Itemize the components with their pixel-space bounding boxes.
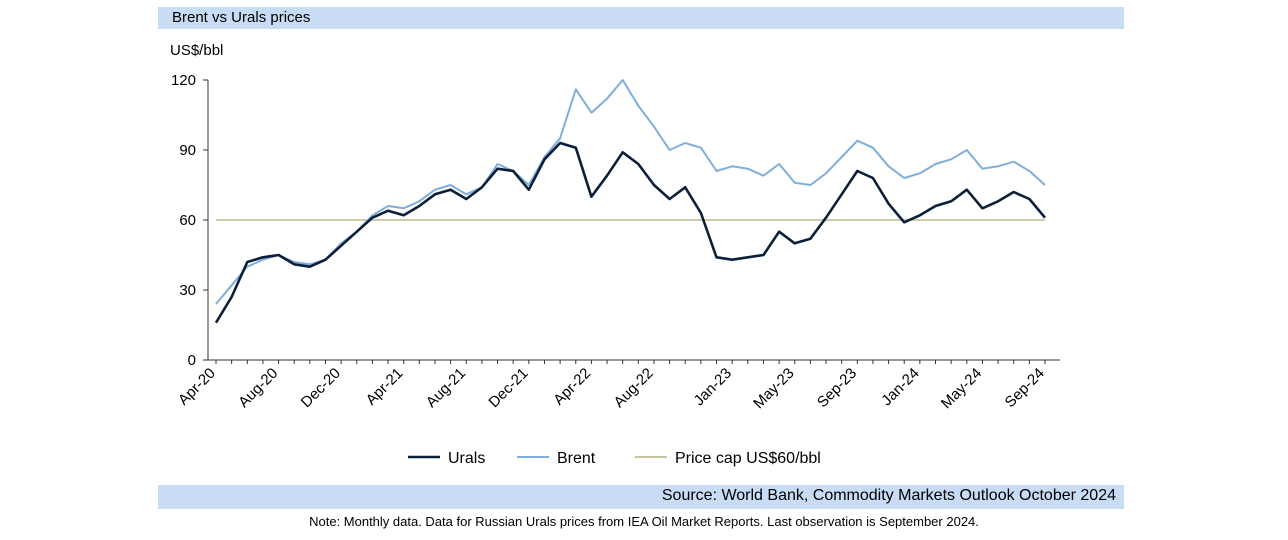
x-tick-label: Aug-20 xyxy=(235,365,281,411)
axes: 0 30 60 90 120 Apr-20 Aug-20 Dec-20 Apr-21 Aug-21… xyxy=(171,72,1060,412)
legend: Urals Brent Price cap US$60/bbl xyxy=(408,450,821,467)
y-tick-label: 30 xyxy=(179,282,196,299)
y-tick-label: 120 xyxy=(171,72,196,89)
x-tick-label: May-24 xyxy=(938,365,985,412)
source-text: Source: World Bank, Commodity Markets Ou… xyxy=(661,487,1116,504)
x-tick-label: Sep-23 xyxy=(814,365,860,411)
series-line-brent xyxy=(215,79,1046,305)
series-line-urals xyxy=(214,141,1046,324)
x-tick-label: Apr-20 xyxy=(175,365,219,409)
x-tick-label: Jan-24 xyxy=(878,365,922,409)
legend-label: Brent xyxy=(557,450,596,467)
source-bar: Source: World Bank, Commodity Markets Ou… xyxy=(158,485,1124,509)
legend-label: Urals xyxy=(448,450,485,467)
x-tick-label: Dec-21 xyxy=(485,365,531,411)
x-tick-label: May-23 xyxy=(750,365,797,412)
x-tick-label: Dec-20 xyxy=(298,365,344,411)
series-group xyxy=(214,79,1046,324)
x-tick-label: Aug-21 xyxy=(423,365,469,411)
x-tick-label: Aug-22 xyxy=(611,365,657,411)
chart-title-bar: Brent vs Urals prices xyxy=(158,7,1124,29)
x-tick-label: Sep-24 xyxy=(1002,365,1048,411)
y-axis-label: US$/bbl xyxy=(170,42,223,59)
x-tick-label: Apr-21 xyxy=(363,365,407,409)
y-tick-label: 60 xyxy=(179,212,196,229)
legend-label: Price cap US$60/bbl xyxy=(675,450,821,467)
chart-title: Brent vs Urals prices xyxy=(172,9,311,26)
note-text: Note: Monthly data. Data for Russian Ura… xyxy=(309,514,979,529)
x-tick-label: Apr-22 xyxy=(550,365,594,409)
y-tick-label: 0 xyxy=(188,352,196,369)
x-tick-label: Jan-23 xyxy=(691,365,735,409)
y-tick-label: 90 xyxy=(179,142,196,159)
